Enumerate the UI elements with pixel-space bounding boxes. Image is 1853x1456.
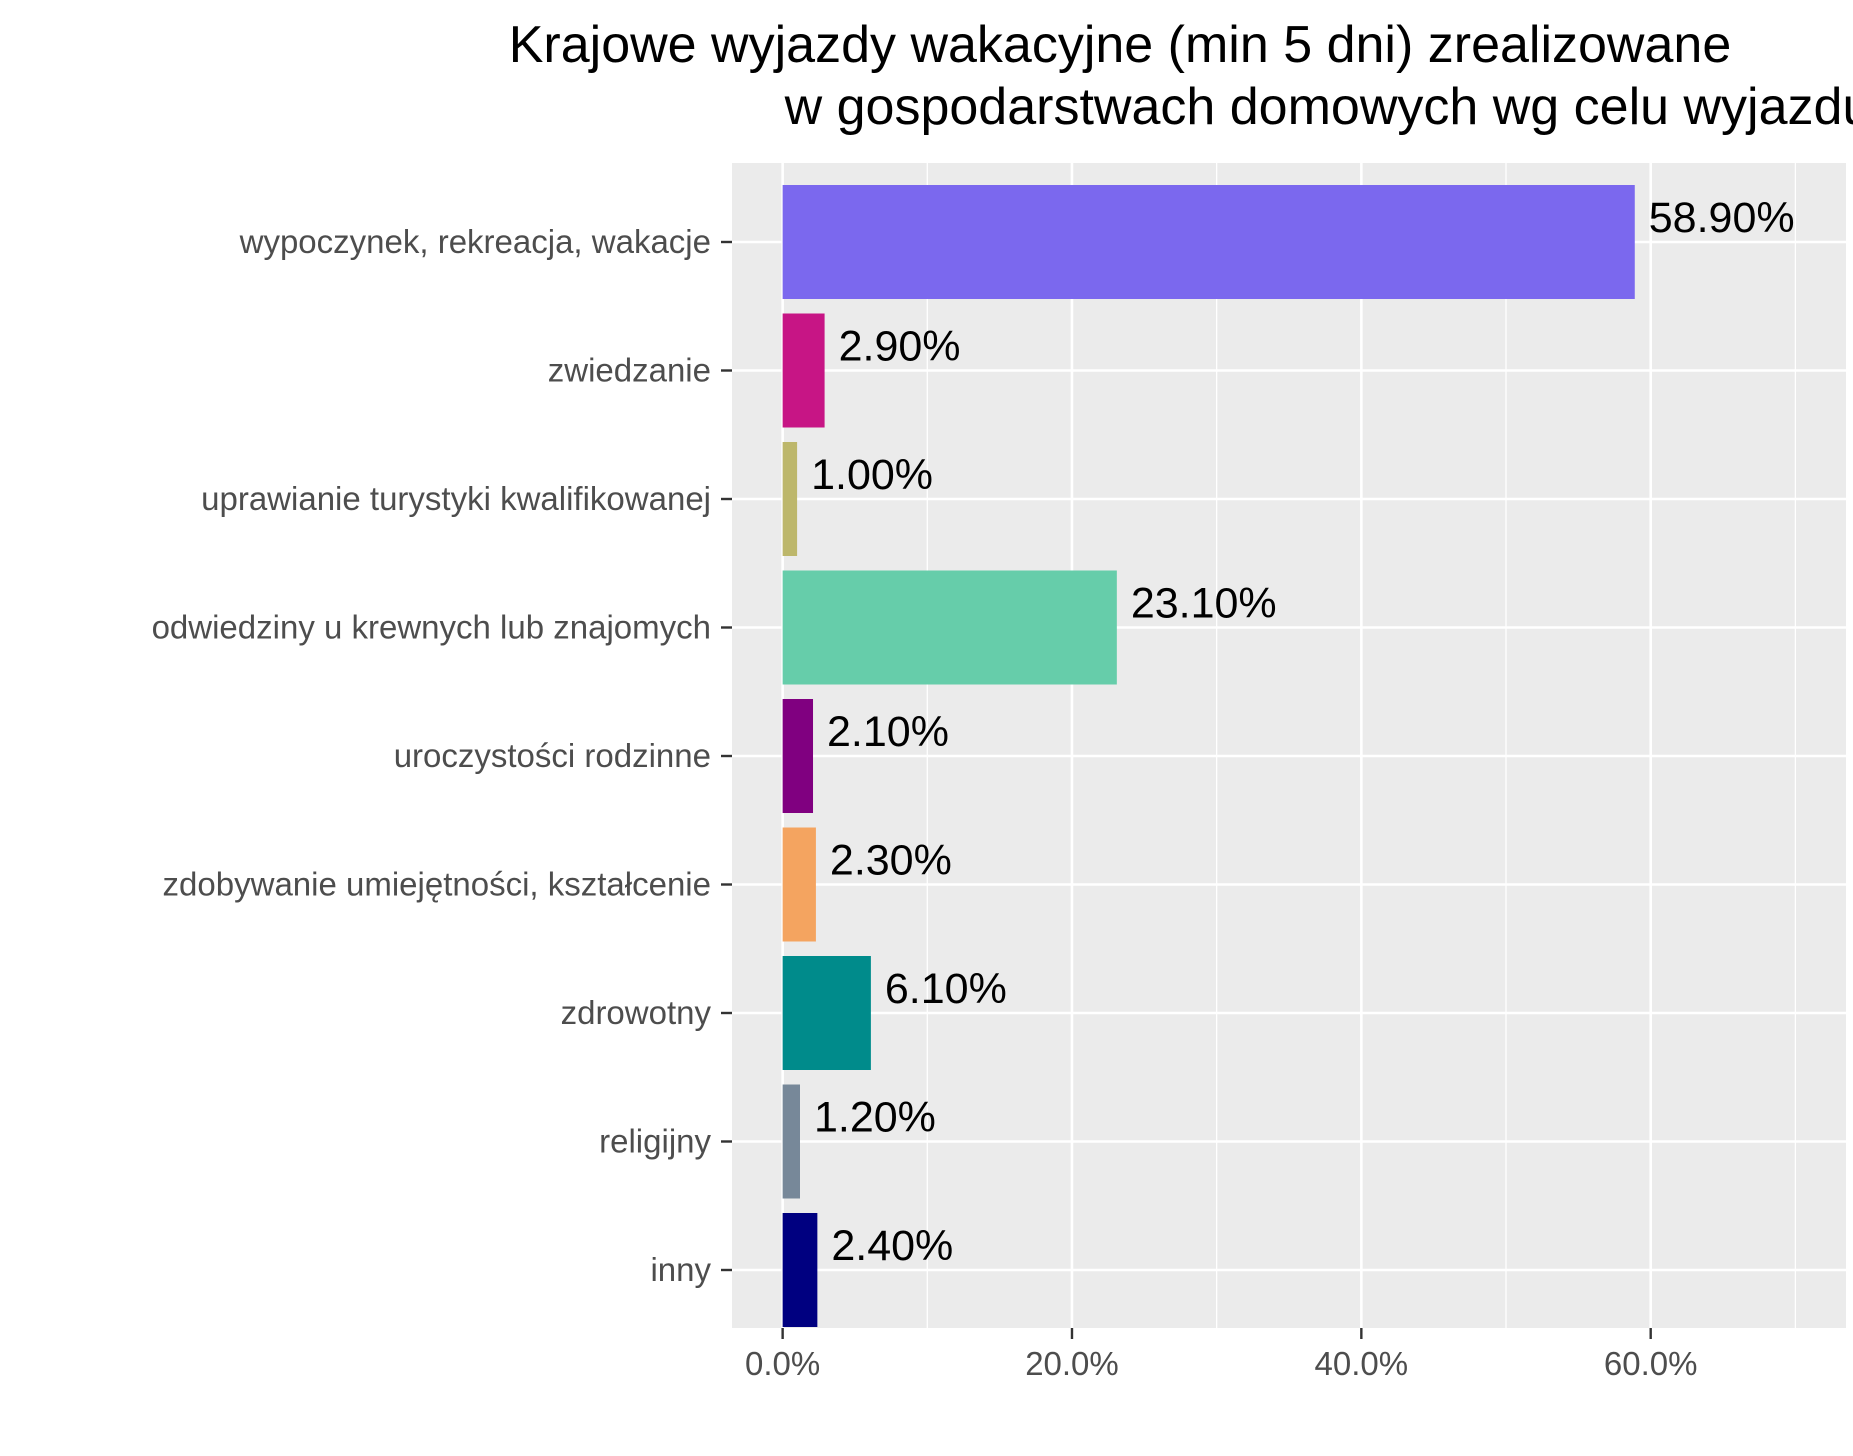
bar bbox=[782, 570, 1117, 685]
bar bbox=[782, 1213, 818, 1327]
y-tick-label: zdrowotny bbox=[561, 994, 712, 1031]
y-tick-label: uprawianie turystyki kwalifikowanej bbox=[201, 480, 711, 517]
x-axis: 0.0% 20.0% 40.0% 60.0% bbox=[745, 1328, 1697, 1382]
bar bbox=[782, 1084, 800, 1199]
bar bbox=[782, 313, 825, 428]
bars bbox=[782, 185, 1635, 1327]
data-label: 23.10% bbox=[1131, 580, 1277, 628]
bar bbox=[782, 956, 871, 1070]
bar bbox=[782, 699, 814, 813]
chart-title-line-1: Krajowe wyjazdy wakacyjne (min 5 dni) zr… bbox=[509, 16, 1732, 74]
data-label: 6.10% bbox=[885, 965, 1007, 1013]
bar bbox=[782, 442, 798, 556]
data-label: 1.20% bbox=[814, 1094, 936, 1142]
chart-title: Krajowe wyjazdy wakacyjne (min 5 dni) zr… bbox=[509, 16, 1853, 136]
chart-title-line-2: w gospodarstwach domowych wg celu wyjazd… bbox=[784, 78, 1853, 136]
y-tick-label: inny bbox=[650, 1251, 711, 1288]
y-tick-label: uroczystości rodzinne bbox=[394, 737, 711, 774]
value-labels: 58.90% 2.90% 1.00% 23.10% 2.10% 2.30% 6.10% 1.2… bbox=[811, 194, 1795, 1270]
data-label: 58.90% bbox=[1649, 194, 1795, 242]
y-tick-label: zwiedzanie bbox=[548, 352, 711, 389]
data-label: 2.30% bbox=[830, 837, 952, 885]
y-axis: wypoczynek, rekreacja, wakacje zwiedzanie… bbox=[152, 223, 732, 1288]
x-tick-label: 20.0% bbox=[1025, 1345, 1119, 1382]
x-tick-label: 60.0% bbox=[1604, 1345, 1698, 1382]
bar bbox=[782, 185, 1635, 299]
plot-panel bbox=[732, 163, 1846, 1328]
y-tick-label: zdobywanie umiejętności, kształcenie bbox=[163, 866, 711, 903]
minor-gridlines bbox=[926, 163, 1797, 1328]
x-tick-label: 40.0% bbox=[1315, 1345, 1409, 1382]
data-label: 2.90% bbox=[839, 323, 961, 371]
data-label: 1.00% bbox=[811, 451, 933, 499]
y-tick-label: odwiedziny u krewnych lub znajomych bbox=[152, 609, 711, 646]
data-label: 2.10% bbox=[827, 708, 949, 756]
x-tick-label: 0.0% bbox=[745, 1345, 820, 1382]
y-tick-label: religijny bbox=[599, 1123, 711, 1160]
data-label: 2.40% bbox=[831, 1222, 953, 1270]
bar bbox=[782, 827, 816, 942]
y-tick-label: wypoczynek, rekreacja, wakacje bbox=[239, 223, 711, 260]
